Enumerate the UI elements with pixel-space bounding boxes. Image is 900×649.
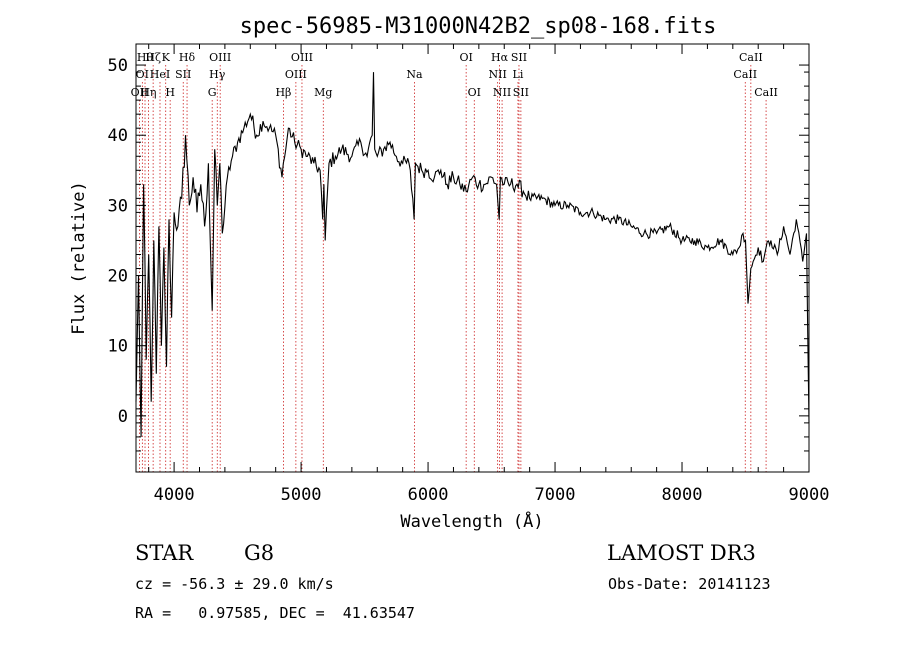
line-marker-label: Hζ [145, 51, 161, 64]
y-axis: 0 10 20 30 40 50 [108, 56, 809, 452]
y-tick-label: 40 [108, 126, 128, 146]
flux-series [135, 72, 810, 437]
subclass: G8 [244, 541, 275, 565]
flux-line [135, 72, 810, 437]
line-marker-label: SII [511, 51, 527, 64]
x-tick-label: 4000 [154, 485, 195, 505]
line-marker-label: NII [493, 86, 511, 99]
y-tick-label: 50 [108, 56, 128, 76]
line-marker-label: H [165, 86, 175, 99]
redshift: cz = -56.3 ± 29.0 km/s [135, 575, 334, 593]
line-marker-label: CaII [754, 86, 778, 99]
line-marker-label: CaII [739, 51, 763, 64]
line-markers [139, 65, 767, 472]
line-marker-label: Na [406, 68, 423, 81]
y-axis-label: Flux (relative) [69, 181, 89, 335]
line-marker-label: OIII [291, 51, 313, 64]
line-marker-label: OI [459, 51, 472, 64]
line-marker-label: Hβ [275, 86, 291, 99]
coordinates: RA = 0.97585, DEC = 41.63547 [135, 604, 415, 622]
line-marker-label: CaII [733, 68, 757, 81]
x-tick-label: 7000 [535, 485, 576, 505]
line-marker-label: Hα [491, 51, 509, 64]
x-axis-label: Wavelength (Å) [400, 510, 543, 532]
line-marker-label: Li [513, 68, 524, 81]
line-marker-label: Hη [140, 86, 156, 99]
line-marker-label: OI [136, 68, 149, 81]
line-marker-label: SII [513, 86, 529, 99]
class-type: STAR [135, 541, 194, 565]
line-marker-label: G [208, 86, 217, 99]
x-tick-label: 6000 [408, 485, 449, 505]
line-marker-label: Hδ [179, 51, 196, 64]
line-marker-label: Mg [314, 86, 332, 99]
x-tick-label: 8000 [662, 485, 703, 505]
line-marker-label: Hθ [137, 51, 154, 64]
y-tick-label: 30 [108, 196, 128, 216]
plot-frame [135, 43, 810, 473]
line-marker-label: Hγ [209, 68, 226, 81]
x-tick-label: 9000 [789, 485, 830, 505]
line-marker-labels: OIIOIHθHηHζHeIKHSIIHδGHγOIIIHβOIIIOIIIMg… [131, 51, 778, 99]
x-axis: 4000 5000 6000 7000 8000 9000 [148, 44, 830, 505]
obs-date: Obs-Date: 20141123 [608, 575, 771, 593]
line-marker-label: OII [131, 86, 149, 99]
line-marker-label: K [162, 51, 171, 64]
survey-name: LAMOST DR3 [607, 541, 756, 565]
line-marker-label: OIII [209, 51, 231, 64]
x-tick-label: 5000 [281, 485, 322, 505]
line-marker-label: NII [488, 68, 506, 81]
line-marker-label: OI [468, 86, 481, 99]
y-tick-label: 20 [108, 267, 128, 287]
line-marker-label: HeI [150, 68, 170, 81]
chart-title: spec-56985-M31000N42B2_sp08-168.fits [240, 14, 717, 39]
y-tick-label: 0 [118, 407, 128, 427]
line-marker-label: OIII [285, 68, 307, 81]
y-tick-label: 10 [108, 337, 128, 357]
line-marker-label: SII [175, 68, 191, 81]
